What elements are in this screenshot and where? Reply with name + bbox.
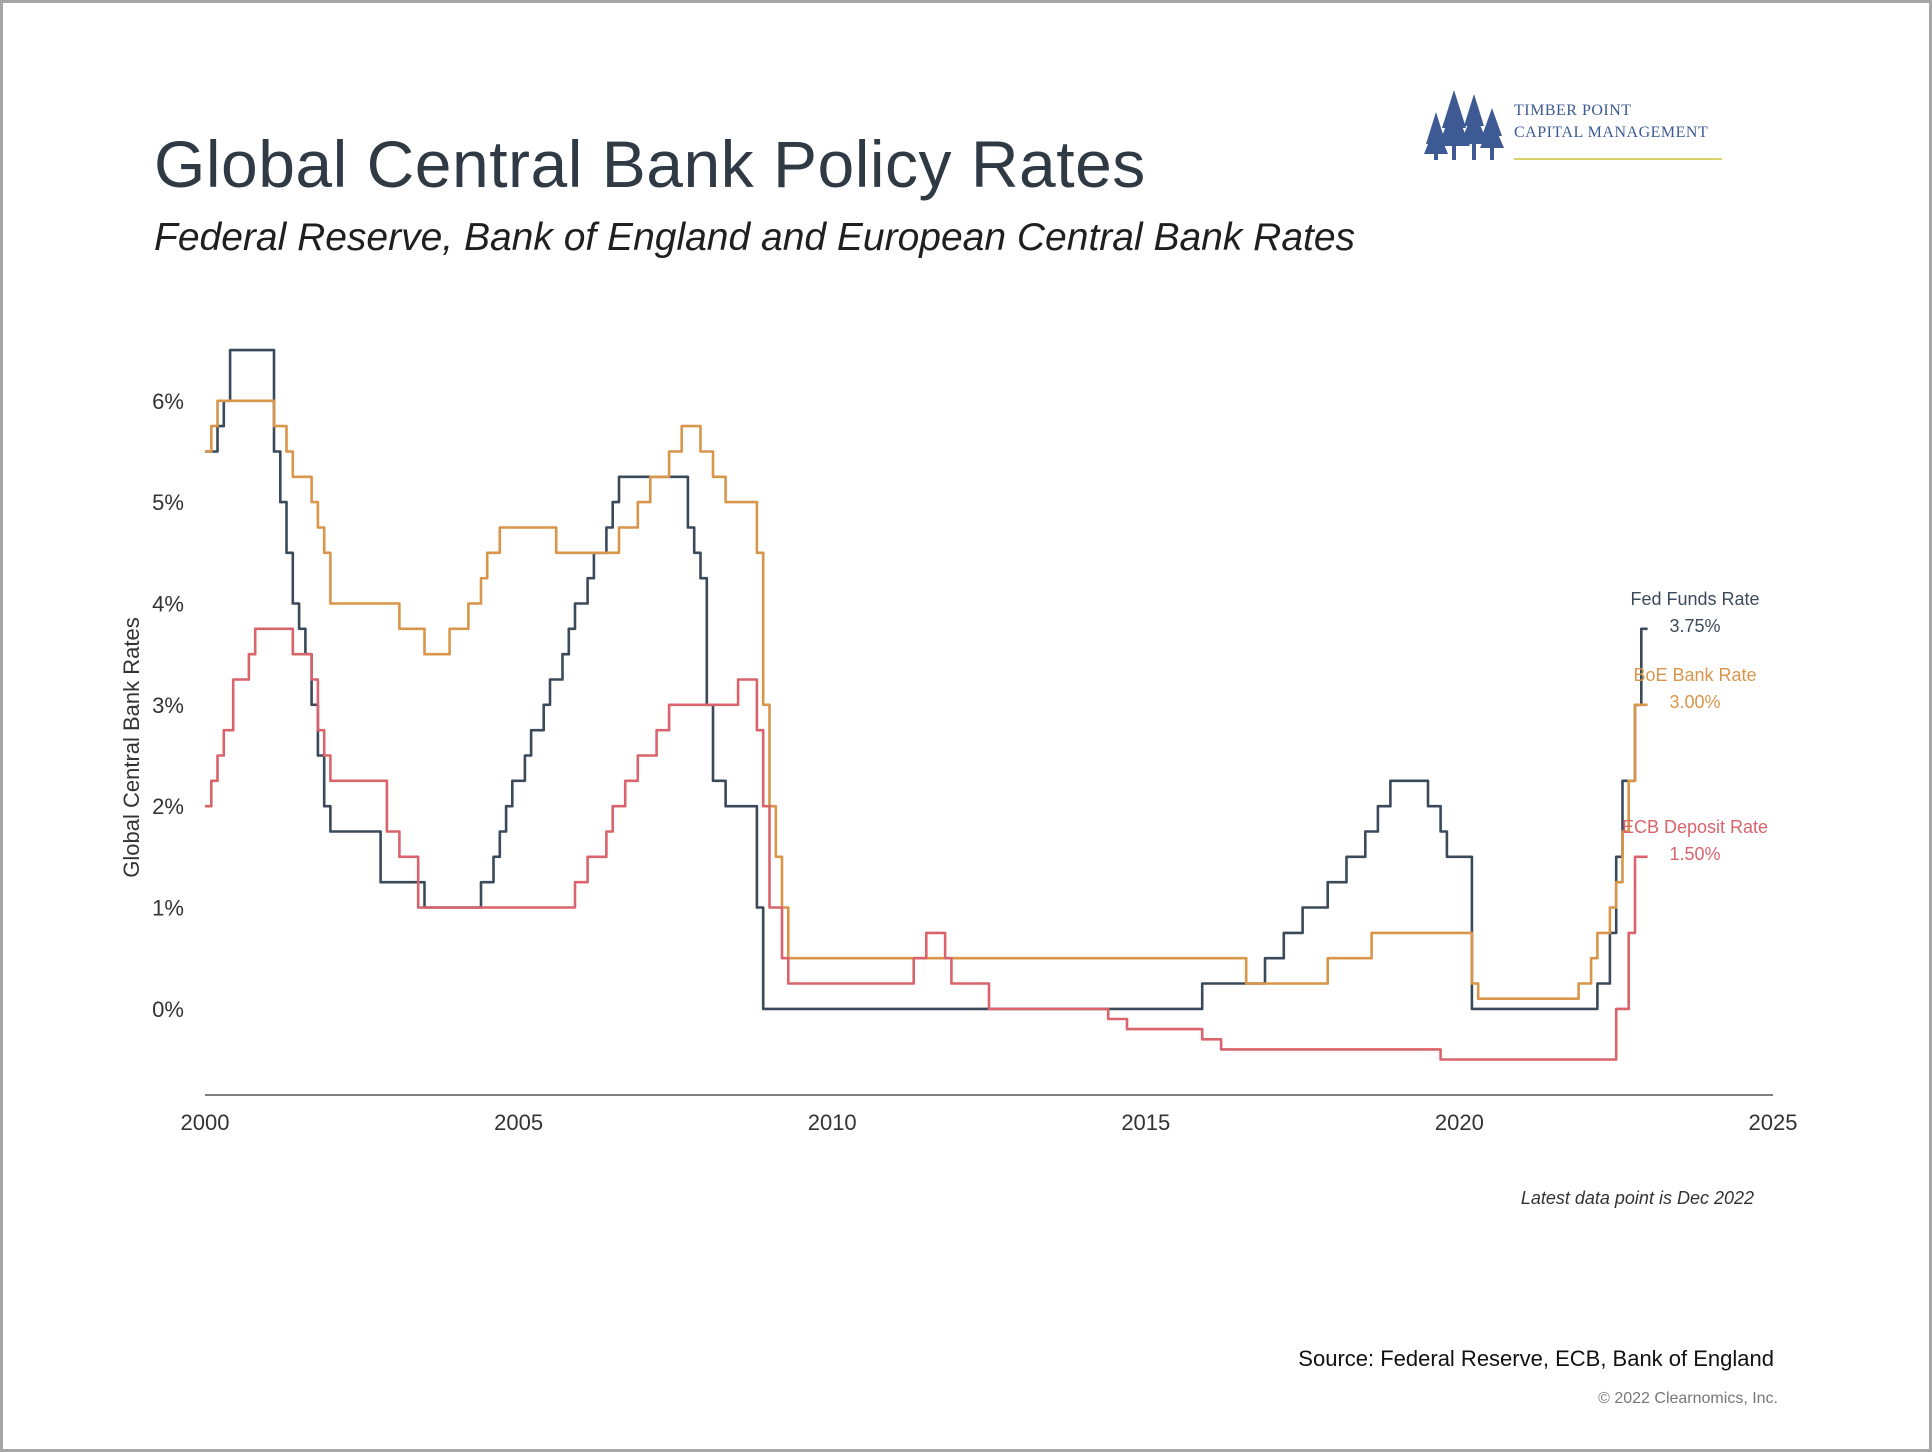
latest-data-note: Latest data point is Dec 2022 <box>1520 1188 1754 1208</box>
x-tick-label: 2010 <box>808 1110 857 1135</box>
source-note: Source: Federal Reserve, ECB, Bank of En… <box>1298 1346 1774 1371</box>
series-end-label: ECB Deposit Rate <box>1622 817 1768 837</box>
x-tick-label: 2015 <box>1121 1110 1170 1135</box>
x-tick-label: 2020 <box>1435 1110 1484 1135</box>
y-tick-label: 2% <box>152 794 184 819</box>
y-tick-label: 5% <box>152 490 184 515</box>
series-end-value: 3.00% <box>1669 692 1720 712</box>
logo-line-1: Timber Point <box>1514 102 1632 119</box>
series-end-label: Fed Funds Rate <box>1630 589 1759 609</box>
x-tick-label: 2005 <box>494 1110 543 1135</box>
company-logo: Timber Point Capital Management <box>1424 82 1724 172</box>
logo-line-2: Capital Management <box>1514 124 1709 141</box>
x-tick-label: 2000 <box>181 1110 230 1135</box>
y-tick-label: 4% <box>152 591 184 616</box>
series-line-fed <box>205 348 1648 1011</box>
chart-title: Global Central Bank Policy Rates <box>154 127 1146 201</box>
copyright-note: © 2022 Clearnomics, Inc. <box>1598 1390 1778 1407</box>
series-line-boe <box>205 399 1648 1000</box>
series-end-value: 3.75% <box>1669 616 1720 636</box>
y-tick-label: 0% <box>152 997 184 1022</box>
y-axis-label: Global Central Bank Rates <box>119 617 144 877</box>
y-tick-label: 6% <box>152 389 184 414</box>
series-end-value: 1.50% <box>1669 844 1720 864</box>
pine-trees-icon <box>1424 90 1504 160</box>
series-end-label: BoE Bank Rate <box>1633 665 1756 685</box>
chart-subtitle: Federal Reserve, Bank of England and Eur… <box>154 216 1356 259</box>
series-line-ecb <box>205 627 1648 1061</box>
logo-text: Timber Point Capital Management <box>1514 100 1708 144</box>
y-tick-label: 3% <box>152 693 184 718</box>
x-tick-label: 2025 <box>1749 1110 1798 1135</box>
logo-underline <box>1514 158 1722 160</box>
y-tick-label: 1% <box>152 896 184 921</box>
